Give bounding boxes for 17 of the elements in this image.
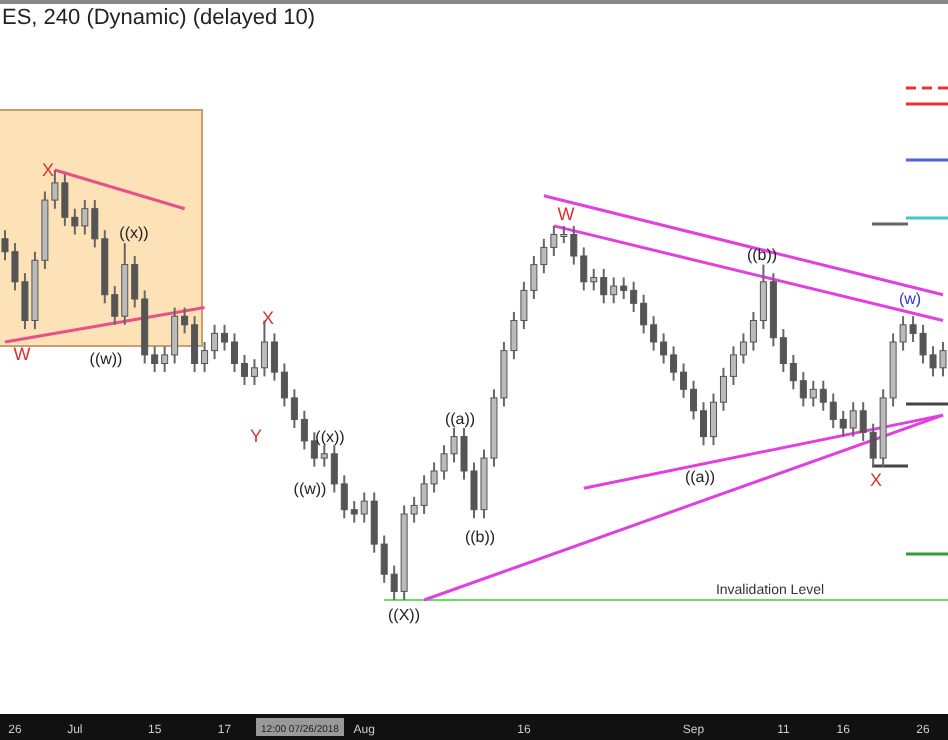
annotation: W <box>557 204 576 224</box>
annotation: ((w)) <box>89 350 124 368</box>
chart-title: ES, 240 (Dynamic) (delayed 10) <box>2 6 316 30</box>
annotation: ((a)) <box>444 410 476 428</box>
annotation: ((b)) <box>746 246 778 264</box>
annotation: (w) <box>898 290 922 308</box>
annotation: W <box>13 344 32 364</box>
annotation: ((b)) <box>464 528 496 546</box>
annotation: ((x)) <box>315 428 346 446</box>
annotation: X <box>869 470 883 490</box>
annotation: X <box>261 308 275 328</box>
text: ((X)) <box>388 606 421 624</box>
annotation: ((x)) <box>119 224 150 242</box>
annotation: X <box>41 160 55 180</box>
annotation: ((a)) <box>684 468 716 486</box>
annotation: ((w)) <box>293 480 328 498</box>
annotation: Y <box>249 426 263 446</box>
